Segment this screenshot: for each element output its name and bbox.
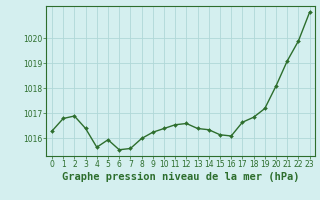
X-axis label: Graphe pression niveau de la mer (hPa): Graphe pression niveau de la mer (hPa) <box>62 172 300 182</box>
